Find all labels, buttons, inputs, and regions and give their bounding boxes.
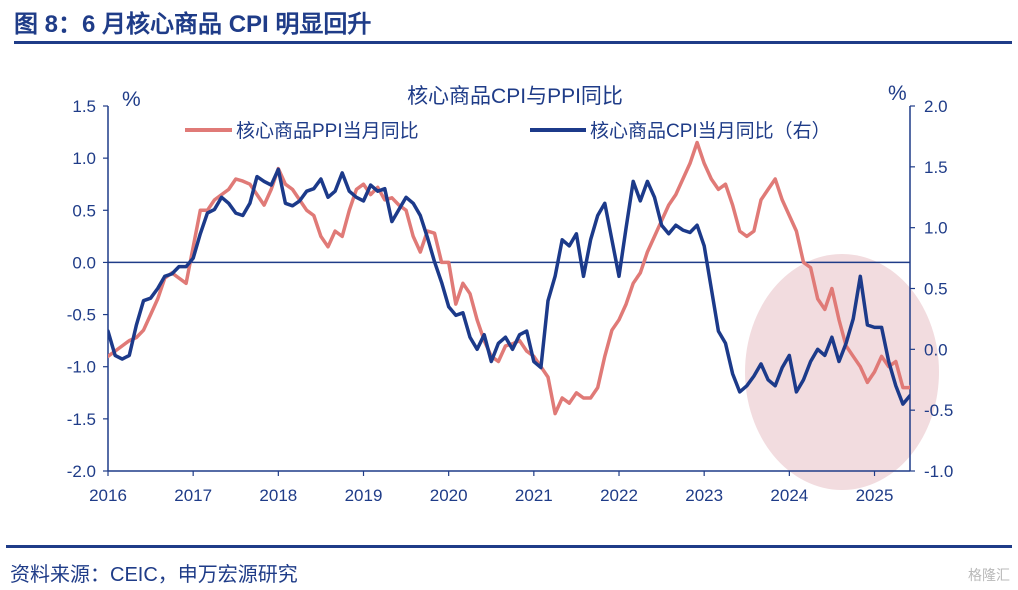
y-right-tick-label: -0.5 [924,401,953,420]
x-tick-label: 2019 [345,486,383,505]
x-tick-label: 2021 [515,486,553,505]
y-left-tick-label: 1.0 [72,149,96,168]
y-right-tick-label: 1.0 [924,219,948,238]
x-tick-label: 2022 [600,486,638,505]
cpi-series-line [108,167,910,406]
x-tick-label: 2016 [89,486,127,505]
x-tick-label: 2020 [430,486,468,505]
series-layer [108,140,910,416]
legend-label-cpi: 核心商品CPI当月同比（右） [590,120,831,142]
figure-title: 图 8：6 月核心商品 CPI 明显回升 [14,11,372,38]
footer-rule [6,545,1012,548]
y-right-tick-label: 0.0 [924,340,948,359]
source-note: 资料来源：CEIC，申万宏源研究 [10,564,298,586]
y-left-tick-label: 1.5 [72,97,96,116]
chart: 1.5 1.0 0.5 0.0 -0.5 -1.0 -1.5 -2.0 2.0 1.5 1.0 0.5… [67,82,954,505]
ppi-series-line [108,140,910,416]
axes: 1.5 1.0 0.5 0.0 -0.5 -1.0 -1.5 -2.0 2.0 1.5 1.0 0.5… [67,97,954,505]
x-tick-label: 2024 [770,486,808,505]
y-left-tick-label: -1.5 [67,410,96,429]
chart-title: 核心商品CPI与PPI同比 [407,85,623,108]
y-left-tick-label: 0.5 [72,201,96,220]
x-tick-label: 2025 [856,486,894,505]
x-tick-label: 2017 [174,486,212,505]
y-right-tick-label: 2.0 [924,97,948,116]
y-right-tick-label: -1.0 [924,462,953,481]
legend-label-ppi: 核心商品PPI当月同比 [236,120,419,142]
y-left-tick-label: -1.0 [67,358,96,377]
y-right-tick-label: 0.5 [924,280,948,299]
y-left-tick-label: -0.5 [67,306,96,325]
y-left-tick-label: -2.0 [67,462,96,481]
y-left-unit: % [122,88,141,111]
y-left-tick-label: 0.0 [72,253,96,272]
x-tick-label: 2018 [259,486,297,505]
y-right-unit: % [888,82,907,105]
watermark-text: 格隆汇 [968,567,1010,583]
title-rule [14,41,1012,44]
legend: 核心商品PPI当月同比 核心商品CPI当月同比（右） [185,120,831,142]
highlight-circle [745,254,939,490]
y-right-tick-label: 1.5 [924,158,948,177]
x-tick-label: 2023 [685,486,723,505]
